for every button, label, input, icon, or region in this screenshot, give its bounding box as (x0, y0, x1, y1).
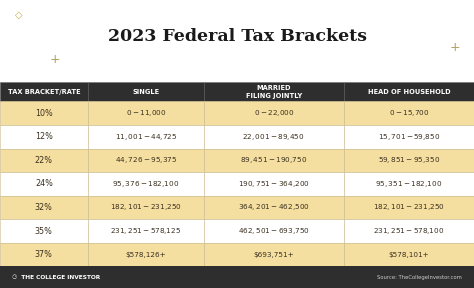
Text: $15,701 - $59,850: $15,701 - $59,850 (378, 132, 440, 142)
Bar (0, 219, 88, 243)
Text: SINGLE: SINGLE (132, 89, 159, 95)
Text: $578,126+: $578,126+ (126, 252, 166, 258)
Text: $11,001 - $44,725: $11,001 - $44,725 (115, 132, 177, 142)
Bar (88, 172, 204, 196)
Bar (204, 243, 344, 266)
Text: 22%: 22% (35, 156, 53, 165)
Text: $0 - $22,000: $0 - $22,000 (254, 108, 294, 118)
Bar (344, 101, 474, 125)
Text: $0 - $11,000: $0 - $11,000 (126, 108, 166, 118)
Bar (0, 0, 474, 82)
Text: 10%: 10% (35, 109, 53, 118)
Bar (204, 219, 344, 243)
Text: $231,251 - $578,125: $231,251 - $578,125 (110, 226, 181, 236)
Text: 24%: 24% (35, 179, 53, 188)
Text: TAX BRACKET/RATE: TAX BRACKET/RATE (8, 89, 80, 95)
Text: Source: TheCollegeInvestor.com: Source: TheCollegeInvestor.com (377, 275, 462, 280)
Bar (88, 82, 204, 101)
Text: $578,101+: $578,101+ (389, 252, 429, 258)
Bar (0, 101, 88, 125)
Text: +: + (49, 53, 60, 66)
Text: $182,101 - $231,250: $182,101 - $231,250 (110, 202, 182, 213)
Bar (0, 266, 474, 288)
Bar (0, 196, 88, 219)
Bar (88, 219, 204, 243)
Bar (344, 82, 474, 101)
Text: 2023 Federal Tax Brackets: 2023 Federal Tax Brackets (108, 29, 366, 46)
Bar (88, 101, 204, 125)
Text: 37%: 37% (35, 250, 53, 259)
Bar (204, 101, 344, 125)
Text: 32%: 32% (35, 203, 53, 212)
Text: $22,001 - $89,450: $22,001 - $89,450 (243, 132, 305, 142)
Bar (344, 243, 474, 266)
Bar (204, 149, 344, 172)
Bar (344, 219, 474, 243)
Text: $95,376 - $182,100: $95,376 - $182,100 (112, 179, 179, 189)
Bar (0, 125, 88, 149)
Bar (204, 125, 344, 149)
Text: MARRIED
FILING JOINTLY: MARRIED FILING JOINTLY (246, 85, 302, 99)
Bar (0, 82, 88, 101)
Text: ◇: ◇ (15, 10, 23, 20)
Text: $231,251 - $578,100: $231,251 - $578,100 (373, 226, 445, 236)
Text: $59,851 - $95,350: $59,851 - $95,350 (378, 155, 440, 165)
Bar (88, 149, 204, 172)
Bar (88, 196, 204, 219)
Text: $364,201 - $462,500: $364,201 - $462,500 (238, 202, 310, 213)
Text: $89,451 - $190,750: $89,451 - $190,750 (240, 155, 307, 165)
Bar (204, 196, 344, 219)
Text: 12%: 12% (35, 132, 53, 141)
Bar (344, 172, 474, 196)
Text: $693,751+: $693,751+ (254, 252, 294, 258)
Bar (344, 125, 474, 149)
Text: 35%: 35% (35, 227, 53, 236)
Text: $95,351 - $182,100: $95,351 - $182,100 (375, 179, 442, 189)
Bar (88, 125, 204, 149)
Text: $190,751 - $364,200: $190,751 - $364,200 (238, 179, 310, 189)
Text: HEAD OF HOUSEHOLD: HEAD OF HOUSEHOLD (367, 89, 450, 95)
Bar (0, 149, 88, 172)
Text: ⚆  THE COLLEGE INVESTOR: ⚆ THE COLLEGE INVESTOR (12, 275, 100, 280)
Bar (344, 149, 474, 172)
Text: $0 - $15,700: $0 - $15,700 (389, 108, 429, 118)
Text: $44,726 - $95,375: $44,726 - $95,375 (115, 155, 177, 165)
Bar (88, 243, 204, 266)
Bar (204, 172, 344, 196)
Bar (344, 196, 474, 219)
Text: +: + (450, 41, 460, 54)
Text: $462,501 - $693,750: $462,501 - $693,750 (238, 226, 310, 236)
Bar (0, 172, 88, 196)
Bar (204, 82, 344, 101)
Text: $182,101 - $231,250: $182,101 - $231,250 (373, 202, 445, 213)
Bar (0, 243, 88, 266)
